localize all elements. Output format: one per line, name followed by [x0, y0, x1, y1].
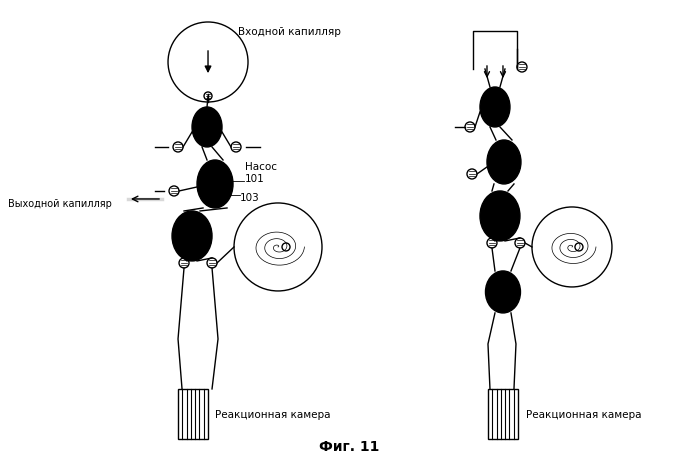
Ellipse shape — [480, 192, 520, 242]
Text: 103: 103 — [240, 192, 260, 202]
Text: Насос
101: Насос 101 — [245, 162, 277, 183]
Ellipse shape — [487, 141, 521, 185]
Ellipse shape — [172, 212, 212, 261]
Text: Реакционная камера: Реакционная камера — [215, 409, 331, 419]
Text: Фиг. 11: Фиг. 11 — [319, 439, 380, 453]
Ellipse shape — [486, 271, 521, 313]
Ellipse shape — [197, 161, 233, 208]
Ellipse shape — [192, 108, 222, 148]
Text: Выходной капилляр: Выходной капилляр — [8, 198, 112, 208]
Text: Реакционная камера: Реакционная камера — [526, 409, 642, 419]
Bar — [178, 389, 208, 439]
Ellipse shape — [480, 88, 510, 128]
Text: Входной капилляр: Входной капилляр — [238, 27, 341, 37]
Bar — [488, 389, 518, 439]
